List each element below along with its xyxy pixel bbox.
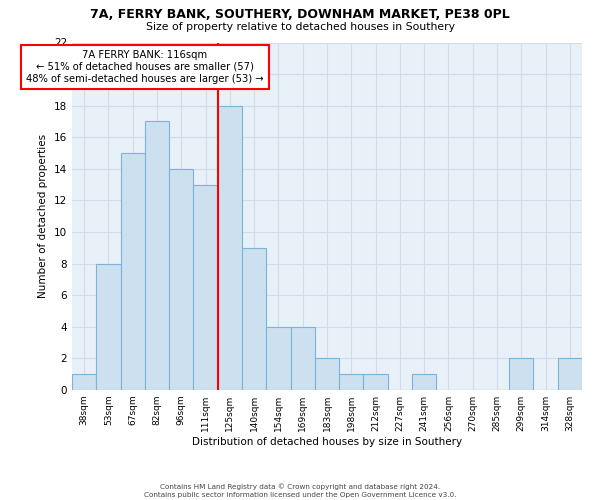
Bar <box>145 122 169 390</box>
Bar <box>364 374 388 390</box>
Bar <box>290 327 315 390</box>
Bar <box>339 374 364 390</box>
Bar <box>96 264 121 390</box>
Text: Size of property relative to detached houses in Southery: Size of property relative to detached ho… <box>146 22 455 32</box>
Bar <box>218 106 242 390</box>
Text: 7A, FERRY BANK, SOUTHERY, DOWNHAM MARKET, PE38 0PL: 7A, FERRY BANK, SOUTHERY, DOWNHAM MARKET… <box>90 8 510 20</box>
Bar <box>558 358 582 390</box>
Bar <box>121 153 145 390</box>
Bar <box>266 327 290 390</box>
Bar <box>412 374 436 390</box>
Bar <box>509 358 533 390</box>
Text: Contains HM Land Registry data © Crown copyright and database right 2024.
Contai: Contains HM Land Registry data © Crown c… <box>144 484 456 498</box>
Bar <box>72 374 96 390</box>
Bar <box>169 169 193 390</box>
Bar <box>193 184 218 390</box>
Bar <box>242 248 266 390</box>
Bar <box>315 358 339 390</box>
X-axis label: Distribution of detached houses by size in Southery: Distribution of detached houses by size … <box>192 437 462 447</box>
Y-axis label: Number of detached properties: Number of detached properties <box>38 134 49 298</box>
Text: 7A FERRY BANK: 116sqm
← 51% of detached houses are smaller (57)
48% of semi-deta: 7A FERRY BANK: 116sqm ← 51% of detached … <box>26 50 263 84</box>
